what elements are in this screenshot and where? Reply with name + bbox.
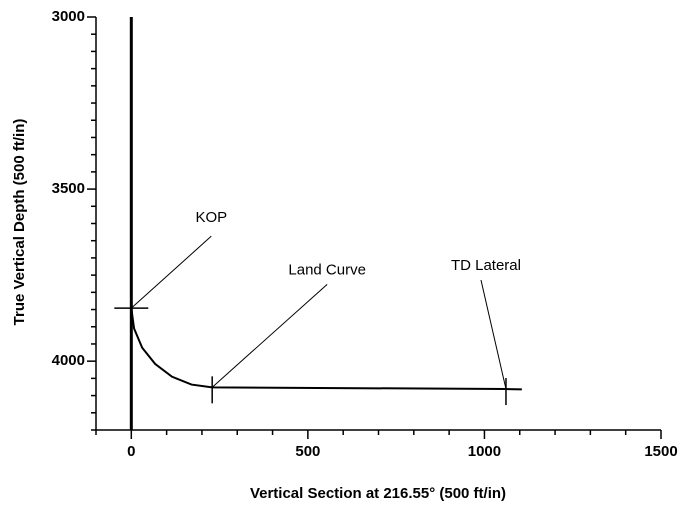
y-tick-label: 4000 — [52, 352, 85, 369]
leader-line — [211, 283, 328, 388]
y-tick-label: 3500 — [52, 180, 85, 197]
x-tick-label: 500 — [295, 443, 320, 460]
annotation-label: Land Curve — [288, 261, 366, 278]
x-tick-label: 1000 — [468, 443, 501, 460]
leader-line — [480, 279, 507, 390]
x-tick-label: 1500 — [644, 443, 677, 460]
x-tick-label: 0 — [127, 443, 135, 460]
annotation-label: TD Lateral — [451, 257, 521, 274]
y-tick-label: 3000 — [52, 8, 85, 25]
leader-line — [130, 235, 212, 309]
trajectory-line — [130, 17, 522, 391]
annotation-label: KOP — [195, 209, 227, 226]
y-axis-label: True Vertical Depth (500 ft/in) — [11, 119, 28, 326]
x-axis-label: Vertical Section at 216.55° (500 ft/in) — [250, 485, 506, 502]
